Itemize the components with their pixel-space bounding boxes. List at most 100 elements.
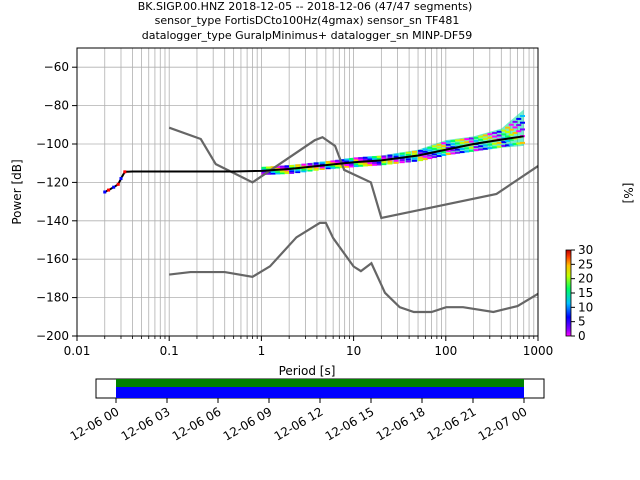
psd-spread-cell — [284, 166, 290, 169]
psd-spread-cell — [405, 158, 411, 161]
psd-spread-cell — [405, 151, 411, 154]
y-tick-label: −120 — [36, 175, 69, 189]
psd-spread-cell — [418, 152, 424, 155]
psd-spread-cell — [508, 133, 514, 136]
psd-spread-cell — [445, 152, 451, 155]
psd-spread-cell — [284, 172, 290, 175]
psd-spread-cell — [519, 121, 525, 124]
psd-spread-cell — [445, 140, 451, 143]
psd-spread-cell — [279, 172, 285, 175]
psd-spread-cell — [427, 157, 433, 160]
psd-spread-cell — [275, 172, 281, 175]
psd-spread-cell — [275, 170, 281, 173]
psd-spread-cell — [505, 144, 511, 147]
psd-spread-cell — [418, 156, 424, 159]
psd-spread-cell — [464, 141, 470, 144]
psd-spread-cell — [459, 147, 465, 150]
psd-spread-cell — [405, 160, 411, 163]
psd-spread-cell — [505, 135, 511, 138]
x-tick-label: 1000 — [523, 344, 554, 358]
psd-spread-cell — [411, 159, 417, 162]
psd-mode-point — [112, 185, 116, 189]
psd-spread-cell — [353, 165, 359, 168]
psd-spread-cell — [482, 137, 488, 140]
psd-spread-cell — [393, 155, 399, 158]
psd-spread-cell — [381, 155, 387, 158]
psd-spread-cell — [335, 161, 341, 164]
psd-spread-cell — [266, 168, 272, 171]
psd-spread-cell — [313, 168, 319, 171]
psd-spread-cell — [441, 148, 447, 151]
psd-spread-cell — [289, 164, 295, 167]
psd-spread-cell — [313, 167, 319, 170]
psd-spread-cell — [468, 146, 474, 149]
psd-mode — [103, 135, 524, 194]
colorbar-tick-label: 0 — [578, 329, 586, 343]
psd-spread-cell — [519, 141, 525, 144]
plot-area: 0.01 0.1 1 10 100 1000 −200 −180 −160 −140 −120 −1… — [36, 47, 554, 358]
psd-spread-cell — [325, 167, 331, 170]
x-tick-label: 100 — [434, 344, 457, 358]
psd-spread-cell — [387, 160, 393, 163]
psd-spread-cell — [422, 150, 428, 153]
psd-spread-cell — [358, 157, 364, 160]
psd-spread-cell — [301, 165, 307, 168]
psd-spread-cell — [367, 162, 373, 165]
psd-spread-cell — [478, 148, 484, 151]
psd-spread-cell — [501, 141, 507, 144]
psd-spread-cell — [492, 142, 498, 145]
psd-spread-cell — [482, 144, 488, 147]
psd-spread-cell — [508, 128, 514, 131]
psd-spread-cell — [284, 170, 290, 173]
colorbar-tick-label: 15 — [578, 286, 593, 300]
psd-spread-cell — [330, 162, 336, 165]
psd-spread-cell — [344, 160, 350, 163]
psd-spread-cell — [411, 157, 417, 160]
psd-spread-cell — [266, 166, 272, 169]
y-axis: −200 −180 −160 −140 −120 −100 −80 −60 — [36, 60, 77, 343]
psd-spread-cell — [295, 169, 301, 172]
psd-spread-cell — [464, 138, 470, 141]
psd-spread-cell — [459, 141, 465, 144]
psd-spread-cell — [516, 142, 522, 145]
psd-spread-cell — [492, 131, 498, 134]
psd-spread-cell — [270, 171, 276, 173]
psd-spread-cell — [399, 152, 405, 155]
psd-spread-cell — [344, 158, 350, 161]
psd-spread-cell — [362, 158, 368, 161]
psd-spread-cell — [411, 150, 417, 153]
psd-spread-cell — [266, 172, 272, 175]
psd-spread-cell — [353, 157, 359, 160]
psd-spread-cell — [512, 143, 518, 146]
psd-spread-cell — [313, 163, 319, 166]
psd-spread-cell — [501, 133, 507, 136]
psd-spread-cell — [348, 158, 354, 161]
y-tick-label: −80 — [44, 99, 69, 113]
y-axis-label: Power [dB] — [10, 159, 24, 224]
y-tick-label: −180 — [36, 291, 69, 305]
psd-spread-cell — [330, 166, 336, 169]
psd-spread-cell — [411, 153, 417, 156]
psd-spread-cell — [468, 140, 474, 143]
psd-spread-cell — [496, 130, 502, 133]
psd-spread-cell — [516, 124, 522, 127]
colorbar-tick-label: 25 — [578, 257, 593, 271]
psd-spread-cell — [418, 149, 424, 152]
psd-spread-cell — [372, 156, 378, 159]
psd-spread-cell — [450, 146, 456, 149]
psd-spread-cell — [492, 135, 498, 138]
psd-spread-cell — [289, 171, 295, 174]
psd-spread-cell — [487, 133, 493, 136]
psd-spread-cell — [275, 165, 281, 168]
psd-spread-cell — [381, 161, 387, 164]
psd-spread-cell — [275, 167, 281, 170]
psd-spread-cell — [358, 159, 364, 161]
psd-spread-cell — [512, 131, 518, 134]
x-axis-label: Period [s] — [279, 364, 336, 378]
psd-spread-cell — [279, 170, 285, 173]
psd-spread-cell — [505, 126, 511, 129]
